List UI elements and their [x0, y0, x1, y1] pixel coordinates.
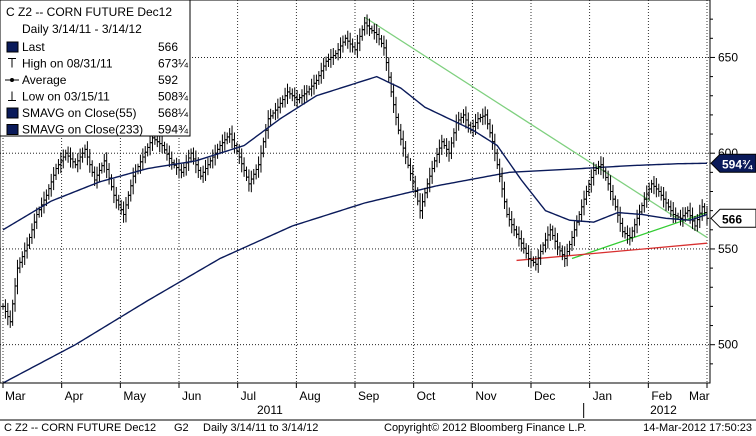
x-tick-label: Feb — [651, 389, 672, 403]
legend-label: SMAVG on Close(233) — [22, 123, 143, 137]
x-tick-label: Nov — [475, 389, 496, 403]
price-bar — [705, 205, 709, 225]
trendline — [516, 242, 708, 262]
y-tick-label: 550 — [718, 242, 738, 256]
legend-label: SMAVG on Close(55) — [22, 106, 137, 120]
footer-copyright: Copyright© 2012 Bloomberg Finance L.P. — [384, 422, 586, 434]
x-year-label: 2011 — [257, 403, 283, 417]
x-axis: Mar Apr May Jun Jul Aug Sep Oct Nov Dec Jan Feb Mar 2… — [2, 383, 710, 418]
sma55-layer — [2, 75, 708, 231]
x-year-label: 2012 — [650, 403, 677, 417]
legend: Last 566 High on 08/31/11 673¼ Average 592 Low… — [5, 40, 189, 137]
value-tag-label: 566 — [722, 212, 742, 226]
y-tick-label: 650 — [718, 50, 738, 64]
x-tick-label: Jul — [241, 389, 256, 403]
legend-swatch — [6, 41, 19, 53]
x-tick-label: Dec — [534, 389, 555, 403]
legend-value: 592 — [158, 73, 178, 87]
legend-value: 508¾ — [158, 90, 189, 104]
footer-g2: G2 — [174, 422, 189, 434]
x-tick-label: Oct — [417, 389, 436, 403]
footer-security: C Z2 -- CORN FUTURE Dec12 — [4, 422, 156, 434]
legend-value: 594¾ — [158, 123, 189, 137]
x-tick-label: Apr — [65, 389, 84, 403]
legend-swatch — [6, 124, 19, 135]
legend-swatch — [6, 107, 19, 119]
x-tick-label: Aug — [299, 389, 320, 403]
legend-label: High on 08/31/11 — [22, 57, 113, 71]
legend-label: Average — [22, 73, 67, 87]
legend-value: 673¼ — [158, 57, 189, 71]
x-tick-label: Sep — [358, 389, 380, 403]
value-tag — [710, 208, 756, 228]
value-tag-label: 594¾ — [722, 157, 753, 171]
footer-timestamp: 14-Mar-2012 17:50:23 — [643, 422, 752, 434]
sma233-line — [2, 162, 708, 384]
price-layer — [1, 14, 709, 328]
legend-value: 566 — [158, 40, 178, 54]
value-tags: 594¾ 566 — [710, 153, 756, 228]
y-tick-label: 500 — [718, 338, 738, 352]
legend-box — [0, 0, 191, 137]
sma55-line — [2, 75, 708, 231]
x-tick-label: Jan — [593, 389, 612, 403]
legend-label: Last — [22, 40, 45, 54]
x-tick-label: May — [123, 389, 146, 403]
legend-label: Low on 03/15/11 — [22, 90, 110, 104]
x-tick-label: Mar — [689, 389, 710, 403]
legend-average-marker — [10, 78, 14, 82]
trendline — [364, 16, 708, 239]
x-tick-label: Jun — [182, 389, 201, 403]
legend-value: 568¼ — [158, 106, 189, 120]
footer-range: Daily 3/14/11 to 3/14/12 — [203, 422, 318, 434]
chart-subtitle: Daily 3/14/11 - 3/14/12 — [22, 22, 142, 36]
chart-title: C Z2 -- CORN FUTURE Dec12 — [6, 5, 172, 19]
value-tag — [710, 153, 756, 173]
sma233-layer — [2, 162, 708, 384]
x-tick-label: Mar — [5, 389, 26, 403]
